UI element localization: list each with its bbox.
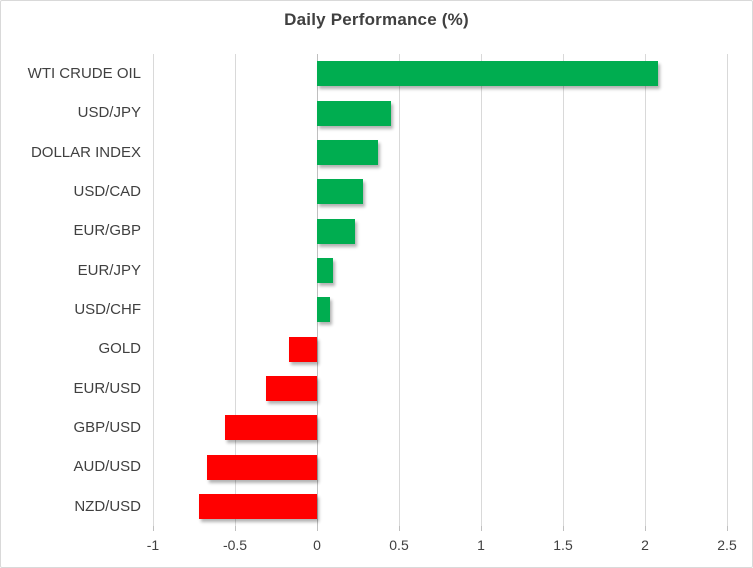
category-label-eur-usd: EUR/USD [73, 380, 141, 397]
bar-nzd-usd [199, 494, 317, 519]
bar-gold [289, 337, 317, 362]
zero-axis-line [317, 54, 318, 526]
bar-usd-cad [317, 179, 363, 204]
x-axis-tick [399, 526, 400, 531]
category-label-usd-chf: USD/CHF [74, 301, 141, 318]
x-axis-tick [481, 526, 482, 531]
x-tick-label--1: -1 [146, 537, 160, 553]
x-tick-label-0: 0 [313, 537, 321, 553]
category-label-usd-cad: USD/CAD [73, 183, 141, 200]
bar-eur-usd [266, 376, 317, 401]
bar-aud-usd [207, 455, 317, 480]
x-tick-label-2: 2 [641, 537, 649, 553]
x-axis-tick [235, 526, 236, 531]
bar-dollar-index [317, 140, 378, 165]
gridline [727, 54, 728, 526]
category-label-usd-jpy: USD/JPY [77, 104, 141, 121]
category-label-nzd-usd: NZD/USD [74, 498, 141, 515]
category-label-wti-crude-oil: WTI CRUDE OIL [27, 65, 141, 82]
x-axis-tick [727, 526, 728, 531]
gridline [645, 54, 646, 526]
bar-eur-jpy [317, 258, 333, 283]
bar-usd-jpy [317, 101, 391, 126]
category-label-gold: GOLD [98, 340, 141, 357]
category-label-eur-gbp: EUR/GBP [73, 222, 141, 239]
x-tick-label-0.5: 0.5 [389, 537, 409, 553]
category-label-gbp-usd: GBP/USD [73, 419, 141, 436]
gridline [153, 54, 154, 526]
bar-wti-crude-oil [317, 61, 658, 86]
plot-area [153, 54, 728, 531]
gridline [563, 54, 564, 526]
x-tick-label--0.5: -0.5 [222, 537, 248, 553]
gridline [235, 54, 236, 526]
x-axis-tick [645, 526, 646, 531]
x-tick-label-1: 1 [477, 537, 485, 553]
x-tick-label-1.5: 1.5 [553, 537, 573, 553]
chart-title: Daily Performance (%) [284, 10, 469, 29]
category-label-eur-jpy: EUR/JPY [77, 262, 141, 279]
x-axis-tick [563, 526, 564, 531]
category-label-dollar-index: DOLLAR INDEX [30, 144, 141, 161]
gridline [399, 54, 400, 526]
gridline [481, 54, 482, 526]
category-label-aud-usd: AUD/USD [73, 458, 141, 475]
x-axis-tick [317, 526, 318, 531]
x-tick-label-2.5: 2.5 [717, 537, 737, 553]
x-axis-tick [153, 526, 154, 531]
bar-gbp-usd [225, 415, 317, 440]
bar-usd-chf [317, 297, 330, 322]
bar-eur-gbp [317, 219, 355, 244]
